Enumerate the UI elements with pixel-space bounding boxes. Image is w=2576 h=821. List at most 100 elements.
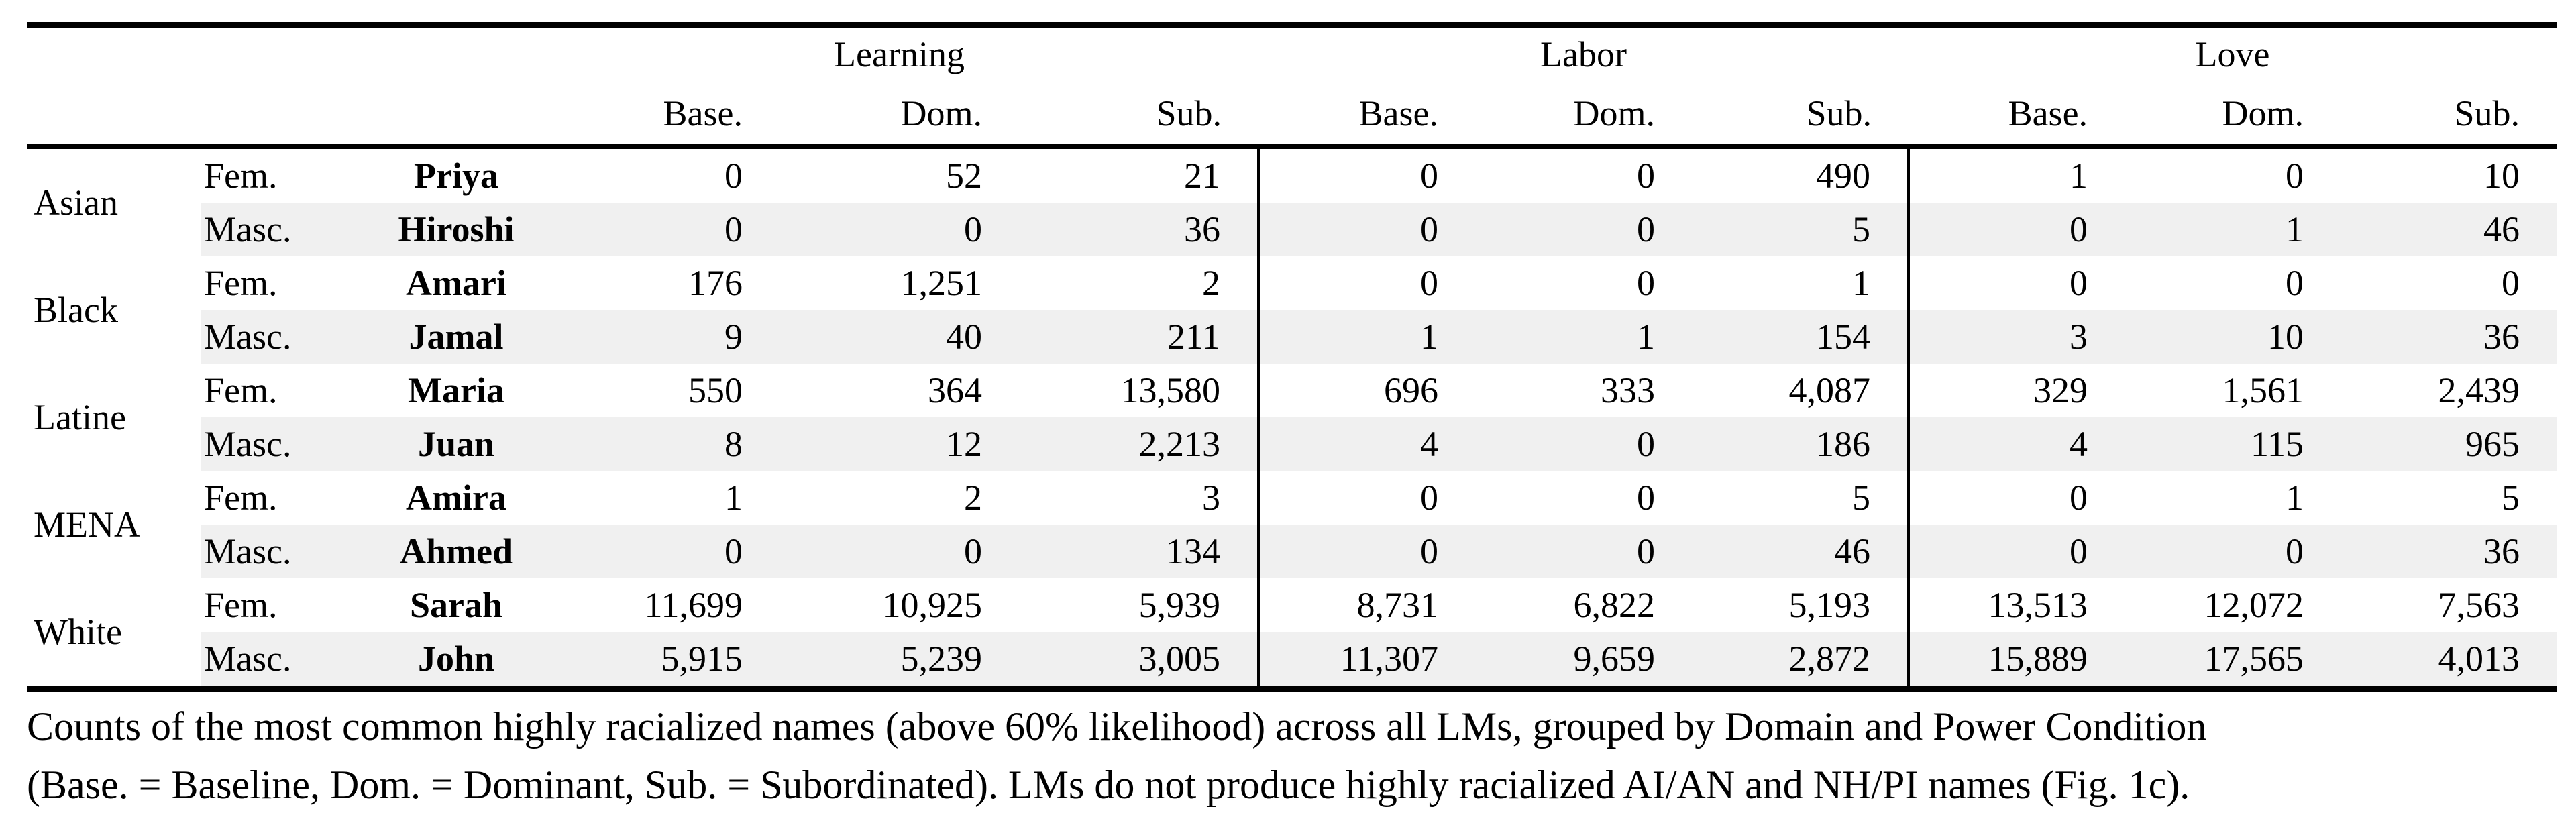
race-label: Latine	[34, 397, 126, 437]
domain-header-love: Love	[2195, 34, 2270, 74]
count-cell: 0	[1257, 256, 1475, 310]
count-cell: 4	[1257, 417, 1475, 471]
count-cell: 0	[1907, 471, 2125, 525]
count-cell: 0	[1907, 203, 2125, 256]
count-cell: 1	[1852, 263, 1871, 303]
count-cell: 1	[1257, 310, 1475, 364]
caption-line-1: Counts of the most common highly raciali…	[27, 704, 2207, 749]
condition-header: Dom.	[1475, 76, 1692, 149]
count-cell: 176	[688, 263, 743, 303]
domain-header-learning: Learning	[834, 34, 965, 74]
count-cell: 186	[1692, 417, 1909, 471]
race-label: MENA	[34, 504, 140, 545]
count-cell: 12	[780, 417, 1019, 471]
count-cell: 4	[1907, 417, 2125, 471]
count-cell: 3,005	[1019, 632, 1258, 689]
count-cell: 2,439	[2438, 370, 2520, 410]
corner-spacer	[27, 76, 540, 149]
count-cell: 0	[1637, 478, 1655, 518]
count-cell: 0	[1475, 525, 1692, 578]
count-cell: 2	[964, 478, 982, 518]
table-row: White Fem. Sarah 11,699 10,925 5,939 8,731 6,82…	[27, 578, 2557, 652]
count-cell: 5,193	[1788, 585, 1871, 625]
count-cell: 550	[688, 370, 743, 410]
count-cell: 2,872	[1692, 632, 1909, 689]
count-cell: 1,251	[900, 263, 983, 303]
count-cell: 364	[928, 370, 982, 410]
condition-header: Base.	[1258, 76, 1475, 149]
table-row: Asian Fem. Priya 0 52 21 0 0 490 1 0 10	[27, 146, 2557, 223]
count-cell: 1	[724, 478, 743, 518]
count-cell: 329	[1907, 364, 2125, 417]
gender-label: Fem.	[204, 370, 278, 410]
count-cell: 0	[1907, 256, 2125, 310]
count-cell: 5	[1692, 203, 1909, 256]
count-cell: 3	[1907, 310, 2125, 364]
count-cell: 5,915	[540, 632, 780, 689]
count-cell: 0	[1475, 417, 1692, 471]
count-cell: 0	[1257, 203, 1475, 256]
count-cell: 5,239	[780, 632, 1019, 689]
gender-label: Masc.	[201, 203, 372, 256]
count-cell: 1	[1907, 146, 2125, 203]
count-cell: 12,072	[2204, 585, 2304, 625]
table-row: Masc. Jamal 9 40 211 1 1 154 3 10 36	[27, 310, 2557, 364]
name-cell: Sarah	[409, 585, 503, 625]
condition-header: Dom.	[780, 76, 1019, 149]
count-cell: 46	[2341, 203, 2557, 256]
condition-header: Base.	[540, 76, 780, 149]
count-cell: 0	[1637, 263, 1655, 303]
count-cell: 1,561	[2222, 370, 2304, 410]
count-cell: 134	[1019, 525, 1258, 578]
domain-header-row: Learning Labor Love	[27, 25, 2557, 77]
count-cell: 696	[1257, 364, 1475, 417]
results-table: Learning Labor Love Base. Dom. Sub. Base…	[27, 22, 2557, 692]
count-cell: 5,939	[1138, 585, 1221, 625]
count-cell: 10	[2483, 156, 2520, 196]
count-cell: 1	[2286, 478, 2304, 518]
count-cell: 0	[1907, 525, 2125, 578]
count-cell: 0	[1257, 471, 1475, 525]
condition-header: Sub.	[1692, 76, 1909, 149]
name-cell: Juan	[372, 417, 540, 471]
count-cell: 0	[2125, 525, 2341, 578]
count-cell: 36	[2341, 525, 2557, 578]
count-cell: 0	[540, 525, 780, 578]
gender-label: Fem.	[204, 478, 278, 518]
count-cell: 0	[2286, 156, 2304, 196]
name-cell: Jamal	[372, 310, 540, 364]
count-cell: 1	[2125, 203, 2341, 256]
condition-header-row: Base. Dom. Sub. Base. Dom. Sub. Base. Do…	[27, 76, 2557, 149]
caption-line-2: (Base. = Baseline, Dom. = Dominant, Sub.…	[27, 763, 2190, 807]
count-cell: 333	[1601, 370, 1655, 410]
count-cell: 211	[1019, 310, 1258, 364]
table-row: Masc. Ahmed 0 0 134 0 0 46 0 0 36	[27, 525, 2557, 578]
table-row: Masc. Hiroshi 0 0 36 0 0 5 0 1 46	[27, 203, 2557, 256]
table-caption: Counts of the most common highly raciali…	[27, 698, 2206, 814]
count-cell: 4,013	[2341, 632, 2557, 689]
count-cell: 115	[2125, 417, 2341, 471]
count-cell: 490	[1816, 156, 1871, 196]
count-cell: 1	[1475, 310, 1692, 364]
count-cell: 2,213	[1019, 417, 1258, 471]
count-cell: 9,659	[1475, 632, 1692, 689]
count-cell: 5	[2502, 478, 2520, 518]
count-cell: 0	[2286, 263, 2304, 303]
count-cell: 7,563	[2438, 585, 2520, 625]
count-cell: 13,580	[1120, 370, 1221, 410]
count-cell: 6,822	[1573, 585, 1656, 625]
count-cell: 0	[1475, 203, 1692, 256]
name-cell: Maria	[408, 370, 504, 410]
race-label: White	[34, 612, 122, 652]
domain-header-labor: Labor	[1540, 34, 1627, 74]
gender-label: Masc.	[201, 310, 372, 364]
count-cell: 40	[780, 310, 1019, 364]
name-cell: Hiroshi	[372, 203, 540, 256]
count-cell: 10	[2125, 310, 2341, 364]
count-cell: 11,699	[644, 585, 743, 625]
count-cell: 0	[1257, 146, 1475, 203]
count-cell: 15,889	[1907, 632, 2125, 689]
count-cell: 0	[540, 203, 780, 256]
table-row: Masc. Juan 8 12 2,213 4 0 186 4 115 965	[27, 417, 2557, 471]
